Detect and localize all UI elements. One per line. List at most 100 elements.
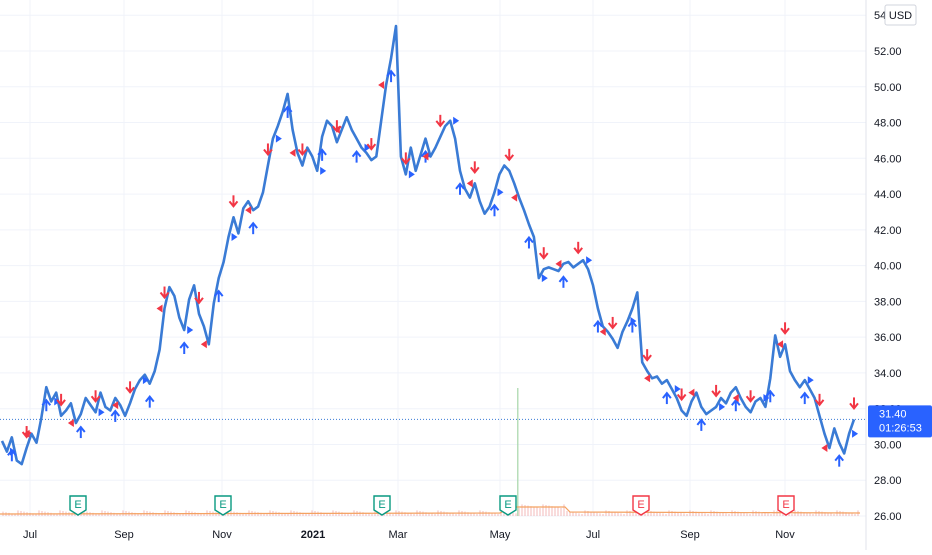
volume-bar bbox=[158, 513, 160, 516]
earnings-marker[interactable]: E bbox=[214, 495, 232, 516]
last-price-text: 31.40 bbox=[879, 408, 907, 420]
y-tick-label: 36.00 bbox=[874, 332, 902, 344]
volume-bar bbox=[386, 512, 388, 516]
volume-bar bbox=[830, 513, 832, 516]
earnings-marker[interactable]: E bbox=[632, 495, 650, 516]
volume-bar bbox=[533, 506, 535, 516]
volume-bar bbox=[161, 514, 163, 516]
sell-arrow bbox=[607, 316, 618, 330]
volume-bar bbox=[584, 510, 586, 516]
volume-bar bbox=[746, 513, 748, 516]
price-axis[interactable]: 26.0028.0030.0032.0034.0036.0038.0040.00… bbox=[874, 10, 902, 523]
entry-marker bbox=[187, 325, 194, 334]
entry-marker bbox=[364, 143, 371, 152]
volume-bar bbox=[287, 514, 289, 516]
volume-bar bbox=[530, 506, 532, 516]
volume-bar bbox=[515, 513, 517, 516]
volume-bar bbox=[38, 510, 40, 516]
earnings-marker[interactable]: E bbox=[499, 495, 517, 516]
sell-arrow bbox=[780, 322, 790, 335]
volume-bar bbox=[635, 512, 637, 516]
volume-bar bbox=[608, 511, 610, 516]
y-tick-label: 42.00 bbox=[874, 225, 902, 237]
volume-bar bbox=[548, 505, 550, 516]
buy-arrow bbox=[524, 235, 534, 249]
exit-marker bbox=[821, 444, 828, 453]
volume-bar bbox=[590, 511, 592, 516]
volume-bar bbox=[347, 513, 349, 516]
buy-arrow bbox=[731, 398, 741, 412]
buy-arrow bbox=[696, 418, 707, 431]
sell-arrow bbox=[90, 390, 101, 403]
volume-bar bbox=[203, 514, 205, 516]
volume-bar bbox=[764, 512, 766, 516]
volume-bar bbox=[32, 513, 34, 516]
volume-bar bbox=[758, 511, 760, 516]
volume-bar bbox=[611, 511, 613, 516]
currency-text: USD bbox=[889, 10, 912, 22]
x-tick-label: May bbox=[490, 529, 511, 541]
volume-bar bbox=[692, 511, 694, 516]
volume-bar bbox=[140, 514, 142, 516]
volume-bar bbox=[329, 514, 331, 516]
volume-bar bbox=[623, 514, 625, 516]
volume-bar bbox=[488, 512, 490, 516]
volume-bar bbox=[401, 511, 403, 516]
y-tick-label: 46.00 bbox=[874, 153, 902, 165]
earnings-marker[interactable]: E bbox=[69, 495, 87, 516]
x-tick-label: Sep bbox=[114, 529, 134, 541]
entry-marker bbox=[275, 134, 282, 143]
volume-bar bbox=[722, 512, 724, 516]
volume-bar bbox=[134, 512, 136, 516]
volume-bar bbox=[779, 511, 781, 516]
y-tick-label: 34.00 bbox=[874, 368, 902, 380]
buy-arrow bbox=[282, 105, 293, 118]
volume-bar bbox=[392, 514, 394, 516]
volume-bar bbox=[683, 513, 685, 516]
entry-marker bbox=[142, 376, 149, 385]
exit-marker bbox=[245, 206, 252, 215]
volume-bar bbox=[737, 511, 739, 516]
entry-marker bbox=[541, 274, 548, 283]
volume-bar bbox=[446, 512, 448, 516]
volume-bar bbox=[851, 513, 853, 516]
volume-bar bbox=[242, 513, 244, 516]
sell-arrow bbox=[56, 393, 66, 407]
volume-bar bbox=[803, 512, 805, 516]
earnings-marker[interactable]: E bbox=[373, 495, 391, 516]
volume-bar bbox=[470, 512, 472, 516]
volume-bar bbox=[599, 513, 601, 516]
volume-bar bbox=[119, 514, 121, 516]
exit-marker bbox=[156, 304, 163, 313]
volume-bar bbox=[617, 512, 619, 516]
exit-marker bbox=[200, 340, 207, 349]
volume-bar bbox=[749, 514, 751, 516]
exit-marker bbox=[511, 193, 518, 202]
time-axis[interactable]: Jul Sep Nov 2021 Mar May Jul Sep Nov bbox=[23, 529, 795, 541]
volume-bar bbox=[539, 508, 541, 516]
volume-bar bbox=[197, 512, 199, 516]
sell-arrow bbox=[228, 195, 239, 208]
volume-bar bbox=[365, 512, 367, 516]
entry-marker bbox=[763, 393, 770, 402]
sell-arrow bbox=[504, 148, 515, 162]
volume-bar bbox=[98, 514, 100, 516]
volume-bar bbox=[368, 513, 370, 516]
sell-arrow bbox=[745, 390, 756, 403]
volume-bar bbox=[224, 514, 226, 516]
volume-bar bbox=[827, 512, 829, 516]
currency-label[interactable]: USD bbox=[884, 4, 917, 26]
buy-arrow bbox=[386, 69, 396, 83]
volume-ma-line bbox=[0, 506, 861, 515]
earnings-marker[interactable]: E bbox=[777, 495, 795, 516]
exit-marker bbox=[599, 327, 606, 336]
volume-bar bbox=[644, 514, 646, 516]
volume-bar bbox=[656, 512, 658, 516]
volume-bar bbox=[407, 512, 409, 516]
volume-bar bbox=[734, 511, 736, 516]
volume-bar bbox=[719, 512, 721, 516]
volume-bar bbox=[344, 512, 346, 516]
x-tick-label: Jul bbox=[23, 529, 37, 541]
